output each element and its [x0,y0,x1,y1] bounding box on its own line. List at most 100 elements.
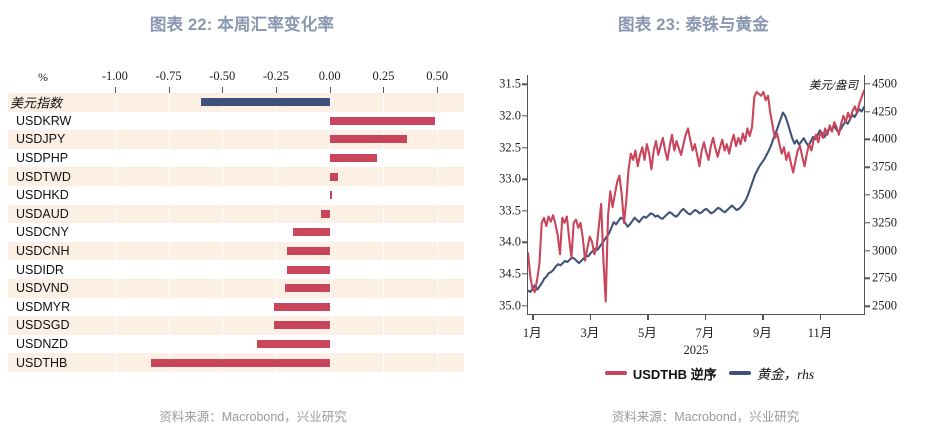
gridline [168,130,170,149]
page-title-right: 图表 23: 泰铢与黄金 [618,16,769,34]
gridline [222,260,224,279]
bar-category-label: USDPHP [16,151,69,166]
gridline [437,260,439,279]
gridline [276,260,277,279]
bar-chart-row: USDIDR [8,260,464,279]
gridline [276,130,277,149]
bar-segment [273,302,330,311]
gridline [222,167,224,186]
left-axis-tick-mark [522,210,528,212]
gridline [114,148,116,168]
bar-plot-cell [88,148,464,168]
bar-segment [151,358,330,367]
gridline [383,204,385,224]
left-axis-tick-label: 34.5 [499,266,521,281]
bar-category-label: USDHKD [16,188,69,203]
gridline [114,130,116,149]
bar-chart-rows: 美元指数 USDKRW USDJPY USDPHP USDTWD USDHKD USDAUD… [8,93,464,372]
gridline [114,353,116,372]
right-axis-tick-label: 4250 [872,104,897,119]
gridline [329,334,331,354]
right-axis-tick-mark [864,166,870,168]
gridline [437,278,439,298]
x-axis-tick-mark [168,87,170,93]
gridline [168,93,170,112]
x-axis-tick-mark [819,314,822,320]
left-axis-tick-mark [522,178,528,180]
gridline [168,223,170,242]
bar-plot-cell [88,241,464,261]
gridline [437,223,439,242]
x-axis-tick-label: -1.00 [101,69,128,83]
gridline [114,278,116,298]
bar-category-label: USDKRW [16,113,72,128]
gridline [383,167,385,186]
x-axis-tick-mark [647,314,649,320]
left-axis-tick-label: 32.0 [499,108,521,123]
series-line-usdthb [528,89,864,303]
x-axis-tick-label: -0.50 [209,69,236,83]
right-axis-tick-label: 2750 [872,270,897,285]
legend-color-swatch [728,371,751,375]
gridline [383,93,385,112]
legend-item[interactable]: USDTHB 逆序 [604,364,717,383]
left-axis-tick-label: 33.5 [499,203,521,218]
bar-category-label: USDTHB [16,355,68,370]
x-axis-tick-mark [704,314,707,320]
gridline [383,148,385,168]
x-axis-year-label: 2025 [683,343,709,357]
gridline [168,260,170,279]
gridline [222,316,224,335]
legend-label: 黄金，rhs [756,367,815,382]
bar-chart-row: USDJPY [8,130,464,149]
gridline [437,130,439,149]
bar-segment [286,247,330,256]
right-axis-unit-label: 美元/盎司 [808,80,858,92]
bar-chart-row: USDAUD [8,204,464,224]
bar-segment [284,284,330,293]
gridline [276,148,277,168]
right-axis-tick-mark [864,222,870,224]
gridline [222,111,224,131]
bar-plot-cell [88,204,464,224]
gridline [383,223,385,242]
gridline [437,316,439,335]
legend-item[interactable]: 黄金，rhs [728,363,815,383]
gridline [329,316,331,335]
right-axis-tick-label: 3000 [872,243,897,258]
bar-segment [329,191,332,200]
gridline [329,278,331,298]
gridline [437,148,439,168]
x-axis-tick-label: 9月 [753,326,772,340]
right-axis-tick-label: 4000 [872,131,897,146]
gridline [168,111,170,131]
x-axis-tick-mark [762,314,764,320]
gridline [114,334,116,354]
bar-chart-row: USDMYR [8,297,464,317]
gridline [437,93,439,112]
right-axis-tick-mark [864,110,870,113]
gridline [114,260,116,279]
left-axis-tick-label: 35.0 [499,298,521,313]
bar-chart-row: USDNZD [8,334,464,354]
chart-panel-left: 图表 22: 本周汇率变化率 % -1.00 -0.75 -0.50 -0.25 0.0… [0,0,472,435]
gridline [437,204,439,224]
x-axis-tick-mark [383,87,385,93]
bar-plot-cell [88,334,464,354]
gridline [276,111,277,131]
legend-label: USDTHB 逆序 [632,366,717,382]
left-axis-tick-mark [522,83,528,86]
gridline [437,185,439,205]
gridline [114,204,116,224]
gridline [114,111,116,131]
bar-chart-row: USDTHB [8,353,464,372]
bar-plot-cell [88,111,464,131]
gridline [276,223,277,242]
bar-plot-cell [88,278,464,298]
source-note-right: 资料来源：Macrobond，兴业研究 [611,410,800,424]
x-axis-tick-label: 1月 [522,326,542,340]
right-axis-tick-mark [864,249,870,252]
gridline [383,185,385,205]
right-axis-tick-label: 3750 [872,159,897,174]
